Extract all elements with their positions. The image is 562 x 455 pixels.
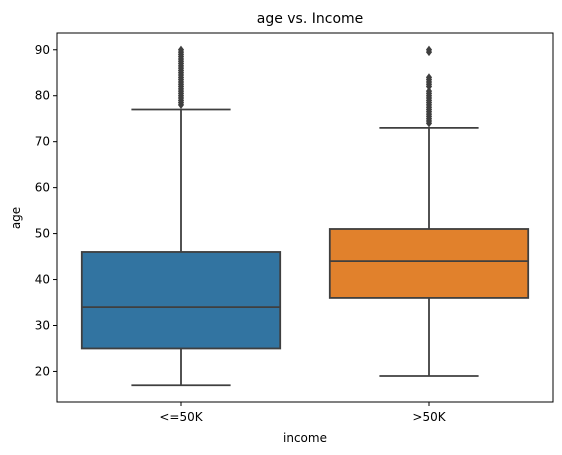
y-tick-label: 80 bbox=[35, 89, 50, 103]
y-tick-label: 30 bbox=[35, 318, 50, 332]
outlier-point bbox=[425, 73, 433, 82]
outlier-point bbox=[425, 87, 433, 96]
outlier-point bbox=[425, 45, 433, 54]
outlier-point bbox=[177, 45, 185, 54]
x-axis-label: income bbox=[283, 431, 327, 445]
y-axis: 20 30 40 50 60 70 80 90 bbox=[35, 43, 57, 378]
x-tick-label: <=50K bbox=[159, 410, 203, 424]
x-tick-label: >50K bbox=[412, 410, 446, 424]
plot-frame bbox=[56, 32, 554, 403]
y-axis-label: age bbox=[9, 207, 23, 229]
chart-title: age vs. Income bbox=[257, 11, 364, 27]
y-tick-label: 90 bbox=[35, 43, 50, 57]
y-tick-label: 50 bbox=[35, 227, 50, 241]
y-tick-label: 40 bbox=[35, 273, 50, 287]
iqr-box bbox=[328, 228, 530, 299]
iqr-box bbox=[80, 251, 282, 350]
box-group bbox=[80, 45, 282, 387]
y-tick-label: 70 bbox=[35, 135, 50, 149]
x-axis: <=50K >50K bbox=[159, 402, 447, 424]
plot-area bbox=[80, 45, 530, 387]
y-tick-label: 60 bbox=[35, 181, 50, 195]
box-group bbox=[328, 45, 530, 377]
y-tick-label: 20 bbox=[35, 364, 50, 378]
